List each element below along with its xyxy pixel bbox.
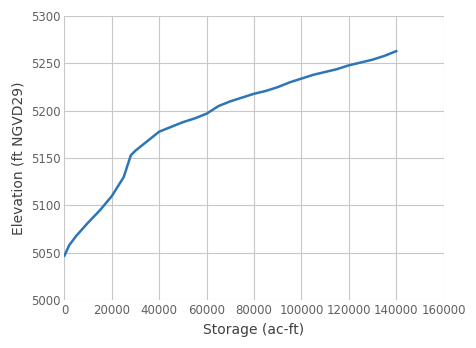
Y-axis label: Elevation (ft NGVD29): Elevation (ft NGVD29) [11,81,25,235]
X-axis label: Storage (ac-ft): Storage (ac-ft) [203,323,304,337]
